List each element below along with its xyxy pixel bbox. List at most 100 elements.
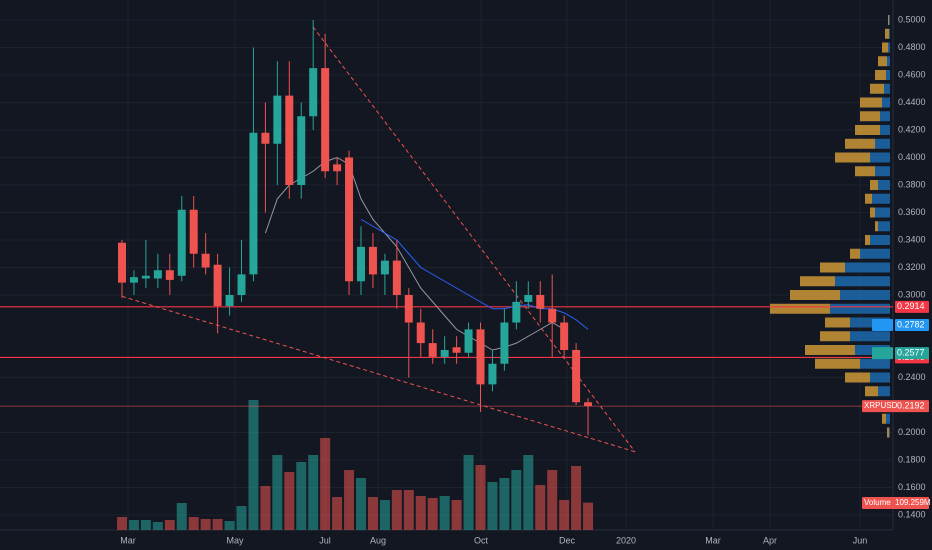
x-tick-label: Aug bbox=[370, 535, 386, 545]
volume-bar bbox=[128, 520, 139, 530]
volume-bar bbox=[260, 486, 271, 530]
volume-bar bbox=[152, 522, 163, 530]
level-label: 0.2914 bbox=[897, 301, 925, 311]
candle-body bbox=[141, 275, 150, 279]
volume-bar bbox=[439, 496, 450, 530]
volume-bar bbox=[212, 519, 223, 530]
y-tick-label: 0.5000 bbox=[898, 14, 926, 24]
profile-down bbox=[860, 111, 880, 122]
y-tick-label: 0.4600 bbox=[898, 69, 926, 79]
profile-down bbox=[845, 138, 875, 149]
candle-body bbox=[321, 68, 330, 172]
candle-body bbox=[380, 260, 389, 275]
profile-down bbox=[888, 15, 889, 25]
profile-up bbox=[882, 97, 890, 108]
profile-up bbox=[887, 56, 890, 67]
volume-bar bbox=[356, 478, 366, 530]
profile-up bbox=[850, 331, 890, 342]
x-tick-label: Apr bbox=[763, 535, 777, 545]
profile-up bbox=[889, 15, 890, 25]
y-tick-label: 0.1400 bbox=[898, 509, 926, 519]
candle-body bbox=[476, 329, 485, 385]
volume-bar bbox=[451, 500, 462, 530]
y-tick-label: 0.4400 bbox=[898, 97, 926, 107]
marker-label: 0.2782 bbox=[897, 319, 925, 329]
profile-down bbox=[820, 262, 845, 273]
candle-body bbox=[488, 363, 497, 385]
profile-down bbox=[845, 372, 870, 383]
candle-body bbox=[309, 68, 318, 117]
volume-bar bbox=[117, 517, 127, 530]
y-tick-label: 0.4000 bbox=[898, 152, 926, 162]
volume-bar bbox=[320, 438, 331, 530]
candle-body bbox=[560, 322, 569, 350]
candle-body bbox=[452, 347, 461, 353]
profile-down bbox=[790, 290, 840, 300]
candle-body bbox=[165, 270, 174, 280]
volume-bar bbox=[176, 503, 187, 530]
candle-body bbox=[249, 132, 258, 275]
volume-bar bbox=[367, 497, 378, 530]
volume-last-label: 109.259M bbox=[895, 498, 931, 507]
volume-label-box bbox=[862, 497, 929, 509]
candle-body bbox=[440, 350, 449, 357]
profile-up bbox=[875, 138, 890, 149]
profile-down bbox=[860, 97, 882, 108]
candle-body bbox=[368, 246, 377, 275]
profile-up bbox=[886, 70, 890, 80]
volume-name: Volume bbox=[864, 498, 891, 507]
candle-body bbox=[201, 253, 210, 268]
profile-down bbox=[878, 56, 887, 67]
profile-down bbox=[882, 413, 886, 424]
profile-down bbox=[885, 28, 889, 39]
candle-body bbox=[572, 350, 581, 403]
trendline bbox=[121, 295, 636, 453]
candle-body bbox=[213, 264, 222, 306]
profile-down bbox=[882, 42, 888, 53]
x-tick-label: May bbox=[226, 535, 244, 545]
profile-up bbox=[870, 372, 890, 383]
y-tick-label: 0.3600 bbox=[898, 207, 926, 217]
profile-up bbox=[850, 317, 890, 328]
volume-bar bbox=[284, 472, 295, 530]
profile-up bbox=[835, 276, 890, 287]
y-tick-label: 0.4800 bbox=[898, 42, 926, 52]
profile-down bbox=[820, 331, 850, 342]
marker-label: 0.2577 bbox=[897, 348, 925, 358]
profile-up bbox=[884, 83, 890, 94]
x-tick-label: Dec bbox=[559, 535, 576, 545]
profile-up bbox=[870, 152, 890, 163]
profile-up bbox=[830, 303, 890, 314]
volume-bar bbox=[523, 455, 534, 530]
volume-bar bbox=[200, 519, 211, 530]
trendline bbox=[312, 26, 636, 453]
candle-body bbox=[189, 209, 198, 254]
last-price-box bbox=[862, 400, 929, 413]
profile-down bbox=[887, 427, 889, 438]
profile-up bbox=[880, 111, 890, 122]
volume-bar bbox=[224, 521, 235, 530]
x-tick-label: Jun bbox=[853, 535, 868, 545]
profile-down bbox=[800, 276, 835, 287]
y-tick-label: 0.1800 bbox=[898, 454, 926, 464]
profile-up bbox=[888, 42, 890, 53]
profile-up bbox=[886, 413, 890, 424]
profile-down bbox=[875, 221, 878, 232]
volume-bar bbox=[188, 517, 199, 530]
profile-up bbox=[878, 221, 890, 232]
profile-up bbox=[872, 193, 890, 204]
volume-bar bbox=[403, 490, 414, 530]
profile-down bbox=[865, 193, 872, 204]
profile-up bbox=[860, 358, 890, 369]
profile-up bbox=[875, 166, 890, 177]
profile-down bbox=[825, 317, 850, 328]
candle-body bbox=[225, 295, 234, 306]
moving-average bbox=[264, 156, 565, 351]
profile-down bbox=[815, 358, 860, 369]
profile-up bbox=[870, 235, 890, 245]
candle-body bbox=[464, 329, 473, 353]
y-tick-label: 0.3800 bbox=[898, 179, 926, 189]
marker-icon bbox=[872, 318, 893, 331]
profile-up bbox=[845, 262, 890, 273]
volume-bar bbox=[296, 462, 307, 530]
